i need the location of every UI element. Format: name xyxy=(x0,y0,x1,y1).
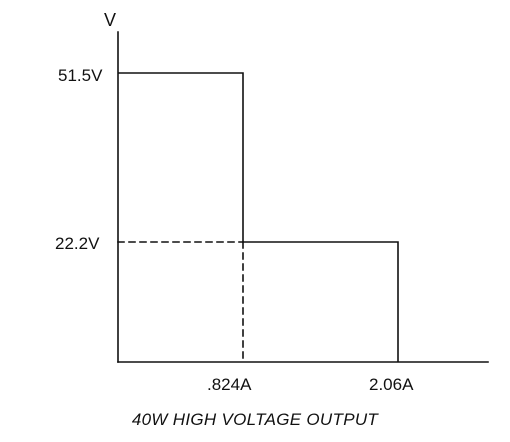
y-tick-label-51-5v: 51.5V xyxy=(58,66,103,85)
x-tick-label-0-824a: .824A xyxy=(207,375,252,394)
operating-envelope xyxy=(118,72,399,362)
reference-lines xyxy=(117,241,244,363)
axes xyxy=(117,31,489,363)
y-axis-label: V xyxy=(104,10,117,30)
y-tick-label-22-2v: 22.2V xyxy=(55,234,100,253)
envelope-line xyxy=(118,72,399,362)
diagram-caption: 40W HIGH VOLTAGE OUTPUT xyxy=(131,410,379,429)
x-tick-label-2-06a: 2.06A xyxy=(369,375,414,394)
